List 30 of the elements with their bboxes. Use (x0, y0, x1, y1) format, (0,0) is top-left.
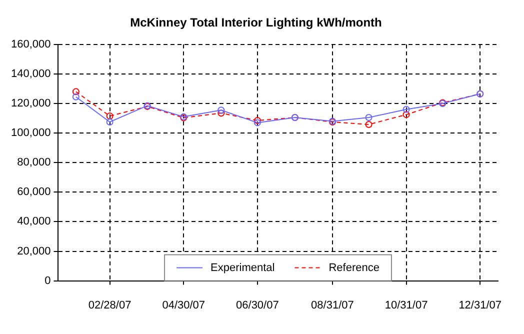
x-tick-label: 10/31/07 (384, 299, 428, 312)
point (218, 110, 225, 117)
point (254, 119, 261, 126)
y-tick-label: 160,000 (10, 38, 51, 50)
point (402, 106, 410, 113)
legend-label: Reference (328, 262, 380, 274)
point (106, 118, 114, 126)
point (402, 111, 410, 118)
y-tick-label: 60,000 (17, 186, 51, 198)
x-tick-label: 12/31/07 (458, 299, 502, 312)
y-tick-label: 80,000 (17, 156, 51, 169)
y-tick-label: 20,000 (17, 245, 51, 258)
point (365, 114, 372, 122)
point (72, 93, 80, 100)
point (365, 120, 372, 128)
x-tick-label: 08/31/07 (311, 299, 354, 312)
point (72, 88, 80, 96)
point (106, 112, 114, 120)
point (218, 106, 225, 114)
x-tick-label: 06/30/07 (236, 299, 279, 312)
x-tick-label: 04/30/07 (162, 299, 206, 312)
chart-title: McKinney Total Interior Lighting kWh/month (130, 16, 382, 30)
y-tick-label: 40,000 (17, 216, 51, 228)
y-tick-label: 120,000 (10, 98, 51, 110)
point (254, 116, 261, 124)
y-tick-label: 140,000 (10, 68, 51, 80)
legend-label: Experimental (210, 262, 275, 274)
y-tick-label: 100,000 (10, 127, 51, 140)
x-tick-label: 02/28/07 (88, 299, 132, 312)
y-tick-label: 0 (44, 274, 51, 287)
